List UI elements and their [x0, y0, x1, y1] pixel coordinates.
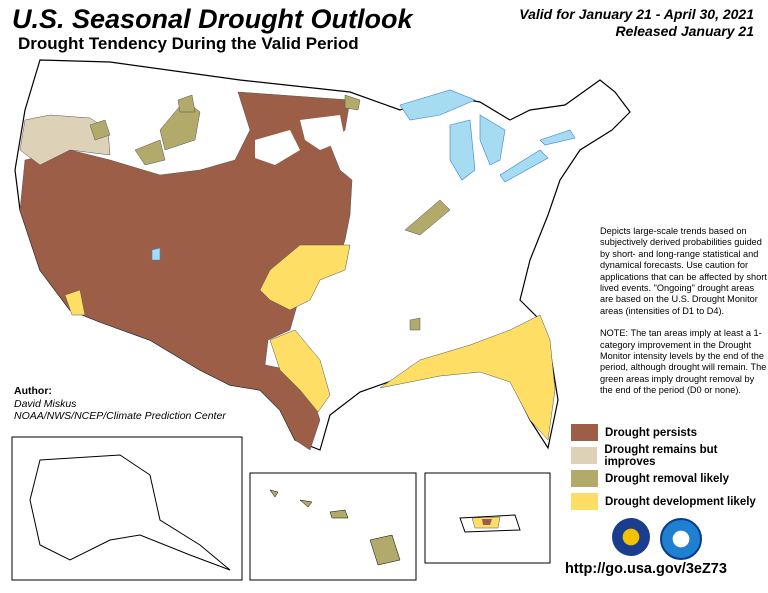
legend: Drought persists Drought remains but imp…: [571, 421, 768, 513]
hawaii-inset: [249, 472, 417, 581]
drought-removal-regions: [89, 94, 451, 331]
page-title: U.S. Seasonal Drought Outlook: [12, 4, 413, 34]
no-drought-area: [300, 115, 345, 150]
short-url-link[interactable]: http://go.usa.gov/3eZ73: [565, 561, 727, 577]
legend-item-development: Drought development likely: [571, 490, 768, 513]
legend-swatch: [571, 470, 598, 487]
legend-label: Drought remains but improves: [604, 443, 718, 468]
alaska-shape: [29, 454, 231, 571]
drought-development-regions: [64, 244, 556, 441]
legend-item-persists: Drought persists: [571, 421, 768, 444]
legend-item-improves: Drought remains but improves: [571, 443, 768, 468]
hawaii-islands: [269, 489, 401, 566]
author-block: Author: David Miskus NOAA/NWS/NCEP/Clima…: [14, 385, 226, 423]
page-subtitle: Drought Tendency During the Valid Period: [18, 34, 359, 53]
drought-persists-region: [19, 91, 353, 451]
valid-period: Valid for January 21 - April 30, 2021 Re…: [519, 6, 754, 40]
release-date: Released January 21: [615, 23, 754, 39]
author-label: Author:: [14, 385, 52, 397]
legend-item-removal: Drought removal likely: [571, 467, 768, 490]
description: Depicts large-scale trends based on subj…: [600, 226, 768, 397]
valid-dates: Valid for January 21 - April 30, 2021: [519, 6, 754, 22]
legend-swatch: [571, 493, 598, 510]
no-drought-area: [255, 130, 300, 165]
author-name: David Miskus: [14, 397, 77, 410]
note-text: NOTE: The tan areas imply at least a 1-c…: [600, 328, 767, 396]
legend-label: Drought removal likely: [605, 472, 729, 485]
author-org: NOAA/NWS/NCEP/Climate Prediction Center: [14, 410, 226, 422]
great-lakes: [151, 89, 576, 261]
noaa-logo-icon: [660, 518, 702, 560]
puerto-rico-persists: [482, 519, 492, 525]
noaa-cpc-seal-icon: [612, 518, 650, 556]
legend-label: Drought development likely: [605, 495, 756, 508]
legend-swatch: [571, 424, 598, 441]
legend-swatch: [571, 447, 598, 464]
legend-label: Drought persists: [605, 426, 698, 439]
description-text: Depicts large-scale trends based on subj…: [600, 226, 767, 316]
